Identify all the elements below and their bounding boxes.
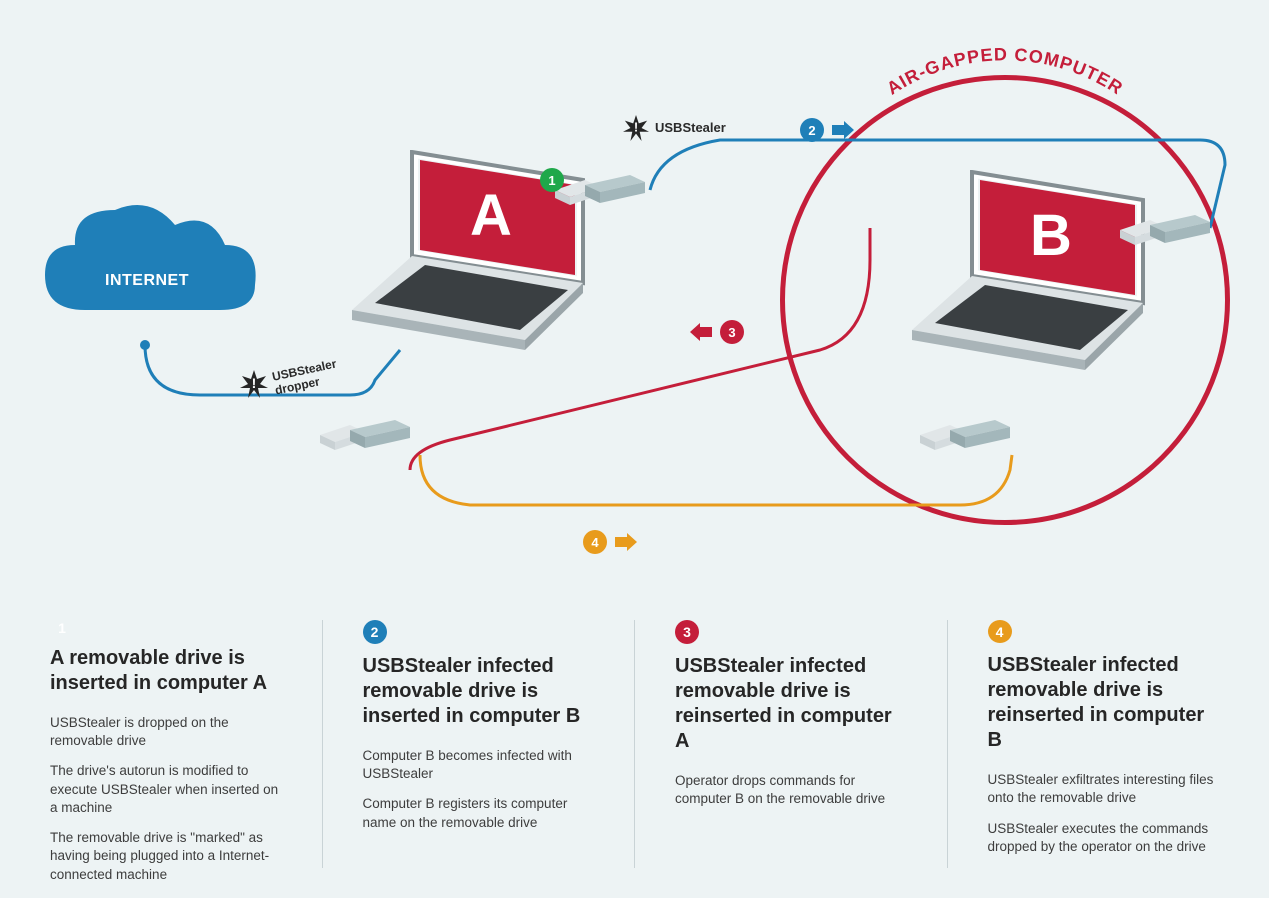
usb-drive-1 [555,175,645,215]
legend-body: Computer B registers its computer name o… [363,795,595,831]
diagram-badge-1: 1 [540,168,564,192]
legend-body: USBStealer is dropped on the removable d… [50,714,282,750]
legend-body: USBStealer executes the commands dropped… [988,820,1220,856]
usb-drive-2 [1120,215,1210,255]
malware-dropper-icon: ! [240,370,268,403]
divider [322,620,323,868]
legend-badge-2: 2 [363,620,387,644]
legend-step-1: 1 A removable drive is inserted in compu… [50,620,282,868]
diagram-badge-3: 3 [720,320,744,344]
diagram-badge-2: 2 [800,118,824,142]
legend-title-1: A removable drive is inserted in compute… [50,646,282,696]
usb-drive-3 [320,420,410,460]
laptop-b: B [910,170,1170,370]
laptop-a-letter: A [470,182,512,249]
legend-badge-4: 4 [988,620,1012,643]
legend-step-3: 3 USBStealer infected removable drive is… [675,620,907,868]
diagram-badge-4-group: 4 [583,530,637,554]
legend-body: The drive's autorun is modified to execu… [50,762,282,817]
legend-body: USBStealer exfiltrates interesting files… [988,771,1220,807]
legend-body: Operator drops commands for computer B o… [675,772,907,808]
divider [634,620,635,868]
legend-badge-1: 1 [50,620,74,636]
arrow-left-icon [690,323,712,341]
legend-title-4: USBStealer infected removable drive is r… [988,653,1220,753]
arrow-right-icon [615,533,637,551]
diagram-area: AIR-GAPPED COMPUTER INTERNET [0,0,1269,590]
diagram-badge-2-group: 2 [800,118,854,142]
internet-cloud: INTERNET [35,190,260,340]
arrow-right-icon [832,121,854,139]
usb-drive-4 [920,420,1010,460]
legend-badge-3: 3 [675,620,699,644]
internet-label: INTERNET [105,272,189,290]
legend-step-4: 4 USBStealer infected removable drive is… [988,620,1220,868]
diagram-badge-3-group: 3 [690,320,744,344]
laptop-b-letter: B [1030,202,1072,269]
legend-area: 1 A removable drive is inserted in compu… [0,590,1269,898]
legend-title-2: USBStealer infected removable drive is i… [363,654,595,729]
legend-body: The removable drive is "marked" as havin… [50,829,282,884]
malware-usb-label: USBStealer [655,120,726,135]
legend-step-2: 2 USBStealer infected removable drive is… [363,620,595,868]
malware-usb-icon: ! [623,115,649,146]
legend-body: Computer B becomes infected with USBStea… [363,747,595,783]
svg-text:!: ! [634,120,638,135]
svg-text:!: ! [252,375,257,391]
legend-title-3: USBStealer infected removable drive is r… [675,654,907,754]
divider [947,620,948,868]
diagram-badge-4: 4 [583,530,607,554]
